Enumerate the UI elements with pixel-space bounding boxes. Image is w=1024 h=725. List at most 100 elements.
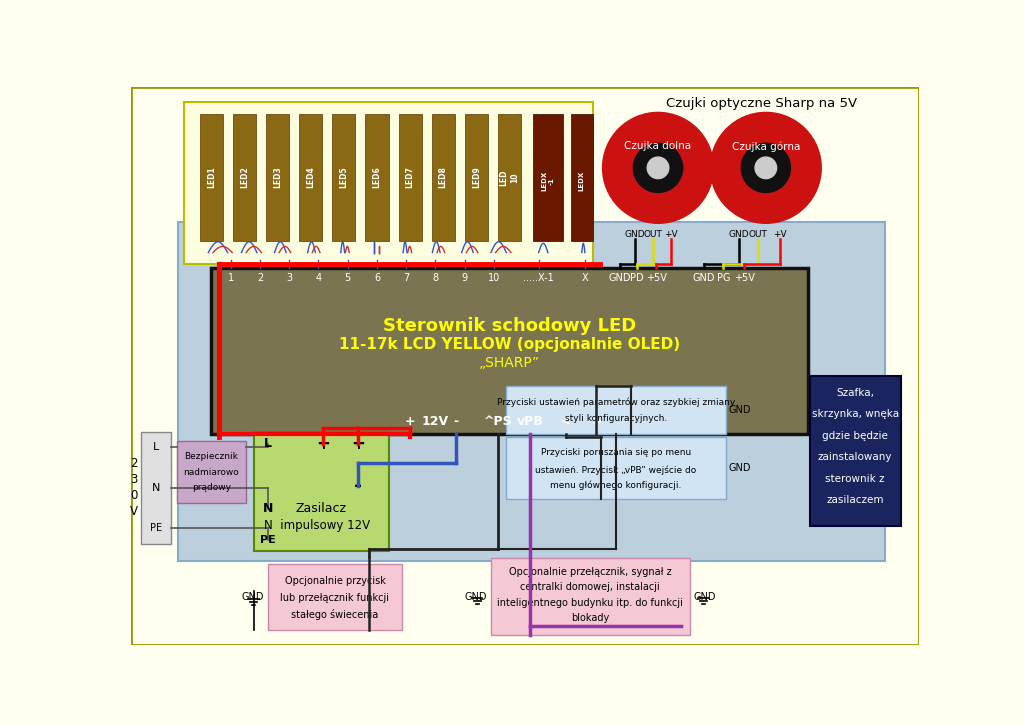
Text: L: L	[153, 442, 159, 452]
Circle shape	[741, 144, 791, 193]
Text: +5V: +5V	[734, 273, 755, 283]
Text: „SHARP”: „SHARP”	[479, 356, 541, 370]
Text: Zasilacz: Zasilacz	[296, 502, 347, 515]
Text: -: -	[454, 415, 459, 428]
Bar	[299, 114, 323, 241]
Bar	[506, 386, 726, 434]
Text: menu głównego konfiguracji.: menu głównego konfiguracji.	[550, 481, 682, 490]
Text: +5V: +5V	[646, 273, 667, 283]
Text: +V: +V	[665, 231, 678, 239]
Text: skrzynka, wnęka: skrzynka, wnęka	[812, 409, 899, 419]
Text: PG: PG	[717, 273, 730, 283]
Text: Przyciski poruszania się po menu: Przyciski poruszania się po menu	[541, 448, 691, 457]
Text: +: +	[316, 434, 330, 452]
Text: LED9: LED9	[472, 167, 481, 188]
Bar	[267, 564, 402, 630]
Text: 5: 5	[344, 273, 351, 283]
Text: OUT: OUT	[643, 231, 663, 239]
Text: 6: 6	[374, 273, 380, 283]
Text: prądowy: prądowy	[191, 483, 230, 492]
Text: +: +	[351, 434, 365, 452]
Bar	[200, 114, 223, 241]
Bar	[177, 442, 246, 503]
Text: <: <	[560, 415, 570, 428]
Circle shape	[602, 112, 714, 223]
Bar	[366, 114, 388, 241]
Text: L: L	[263, 437, 271, 450]
Bar	[498, 114, 521, 241]
Text: Przyciski ustawień parametrów oraz szybkiej zmiany: Przyciski ustawień parametrów oraz szybk…	[497, 398, 735, 407]
Text: LED5: LED5	[339, 167, 348, 188]
Text: 12V: 12V	[421, 415, 449, 428]
Text: LED4: LED4	[306, 167, 315, 188]
Text: 7: 7	[403, 273, 410, 283]
Bar	[141, 432, 171, 544]
Text: GND: GND	[693, 592, 716, 602]
Text: zasilaczem: zasilaczem	[826, 495, 884, 505]
Bar	[184, 102, 593, 264]
Text: ^PS: ^PS	[483, 415, 512, 428]
Text: GND: GND	[728, 231, 750, 239]
Text: LEDX: LEDX	[579, 171, 585, 191]
Text: styli konfiguracyjnych.: styli konfiguracyjnych.	[565, 413, 668, 423]
Text: vPB: vPB	[517, 415, 544, 428]
Text: GND: GND	[242, 592, 264, 602]
Text: nadmiarowo: nadmiarowo	[183, 468, 240, 476]
Text: GND: GND	[608, 273, 631, 283]
Bar	[571, 114, 593, 241]
Bar	[333, 114, 355, 241]
Circle shape	[647, 157, 669, 178]
Text: N: N	[152, 483, 160, 493]
Text: 3: 3	[286, 273, 292, 283]
Text: PD: PD	[631, 273, 644, 283]
Text: GND: GND	[729, 405, 752, 415]
Text: LED1: LED1	[207, 167, 216, 188]
Text: Bezpiecznik: Bezpiecznik	[184, 452, 239, 461]
Circle shape	[711, 112, 821, 223]
Text: 10: 10	[487, 273, 500, 283]
Text: stałego świecenia: stałego świecenia	[292, 609, 379, 620]
Text: LEDX
-1: LEDX -1	[542, 171, 554, 191]
Text: OUT: OUT	[749, 231, 768, 239]
Text: Czujki optyczne Sharp na 5V: Czujki optyczne Sharp na 5V	[667, 97, 857, 110]
Bar	[506, 437, 726, 499]
Text: gdzie będzie: gdzie będzie	[822, 431, 888, 441]
Text: lub przełącznik funkcji: lub przełącznik funkcji	[281, 593, 389, 603]
Bar	[398, 114, 422, 241]
Text: 2
3
0
V: 2 3 0 V	[129, 457, 137, 518]
Text: GND: GND	[693, 273, 716, 283]
Text: sterownik z: sterownik z	[825, 474, 885, 484]
Text: +V: +V	[773, 231, 786, 239]
Text: LED8: LED8	[438, 167, 447, 188]
Text: Szafka,: Szafka,	[837, 388, 874, 398]
Text: ustawień. Przycisk „vPB” wejście do: ustawień. Przycisk „vPB” wejście do	[536, 465, 696, 475]
Text: .....X-1: .....X-1	[523, 273, 554, 283]
Bar	[810, 376, 900, 526]
Circle shape	[634, 144, 683, 193]
Bar	[465, 114, 487, 241]
Text: N: N	[262, 502, 272, 515]
Text: GND: GND	[729, 463, 752, 473]
Bar	[211, 268, 808, 434]
Text: centralki domowej, instalacji: centralki domowej, instalacji	[520, 582, 660, 592]
Text: PE: PE	[150, 523, 162, 533]
Text: -: -	[353, 476, 361, 495]
Text: GND: GND	[625, 231, 645, 239]
Bar	[490, 558, 689, 635]
Text: 4: 4	[315, 273, 322, 283]
Text: +: +	[404, 415, 416, 428]
Text: 8: 8	[432, 273, 438, 283]
Bar	[266, 114, 289, 241]
Bar	[432, 114, 455, 241]
Bar	[178, 222, 885, 560]
Bar	[534, 114, 562, 241]
Text: 9: 9	[462, 273, 468, 283]
Text: LED3: LED3	[273, 167, 283, 188]
Text: GND: GND	[465, 592, 487, 602]
Bar	[233, 114, 256, 241]
Text: Opcjonalnie przełącznik, sygnał z: Opcjonalnie przełącznik, sygnał z	[509, 567, 672, 577]
Text: >: >	[591, 415, 602, 428]
Text: 1: 1	[227, 273, 233, 283]
Text: 11-17k LCD YELLOW (opcjonalnie OLED): 11-17k LCD YELLOW (opcjonalnie OLED)	[339, 337, 680, 352]
Text: N  impulsowy 12V: N impulsowy 12V	[264, 519, 371, 532]
